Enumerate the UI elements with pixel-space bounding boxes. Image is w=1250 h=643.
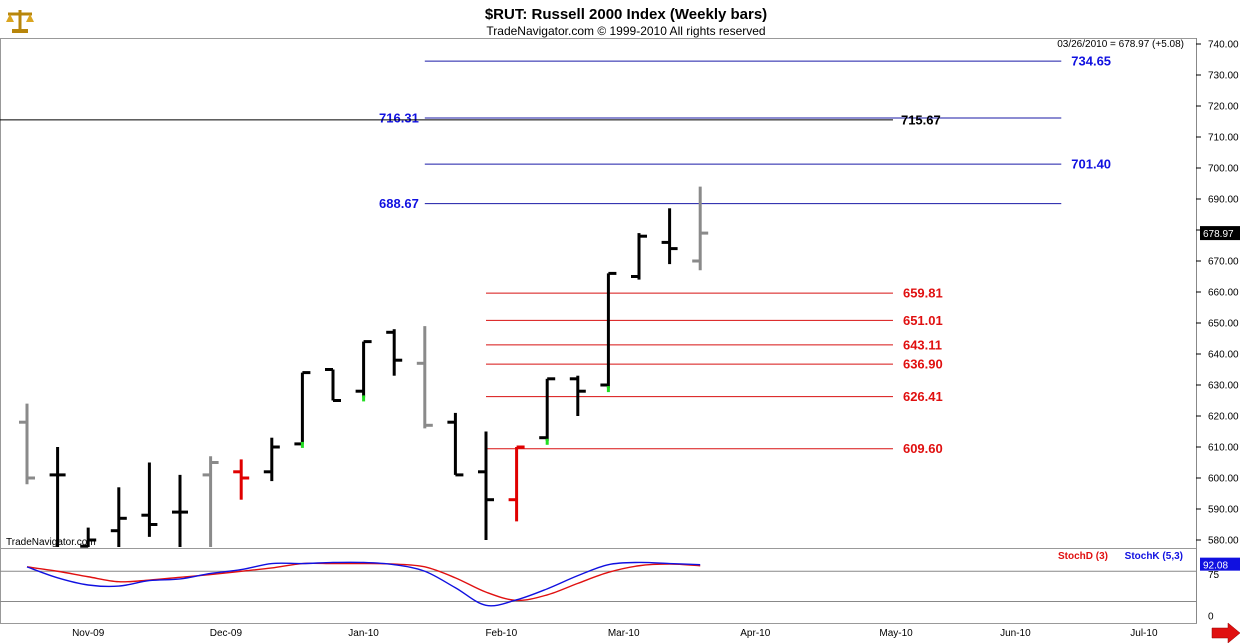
- ohlc-bar: [447, 412, 464, 477]
- last-price-box: [1200, 226, 1240, 241]
- y-tick-label: 640.00: [1208, 350, 1239, 361]
- level-label-626.41: 626.41: [903, 389, 943, 404]
- y-tick-label: 650.00: [1208, 319, 1239, 330]
- chart-title: $RUT: Russell 2000 Index (Weekly bars): [485, 6, 767, 23]
- level-label-643.11: 643.11: [903, 337, 942, 352]
- ohlc-bar: [386, 329, 403, 376]
- stoch-tick-label: 0: [1208, 611, 1214, 622]
- signal-dot: [300, 441, 304, 448]
- stoch-last-label: 92.08: [1203, 561, 1228, 572]
- y-tick-label: 690.00: [1208, 195, 1239, 206]
- ohlc-bar: [110, 487, 127, 547]
- ohlc-bar: [19, 403, 35, 485]
- signal-dot: [606, 386, 610, 393]
- level-label-609.60: 609.60: [903, 441, 943, 456]
- price-bars-layer: [19, 186, 709, 548]
- ohlc-bar: [355, 340, 372, 402]
- ohlc-bar: [294, 371, 311, 448]
- ohlc-bar: [172, 474, 188, 547]
- stoch-tick-label: 75: [1208, 570, 1220, 581]
- ohlc-bar: [80, 527, 97, 548]
- y-tick-label: 710.00: [1208, 133, 1239, 144]
- legend-stochd: StochD (3): [1058, 551, 1108, 562]
- signal-dot: [545, 438, 549, 445]
- trade-navigator-logo-icon: [4, 4, 36, 36]
- y-tick-label: 590.00: [1208, 505, 1239, 516]
- last-price-label: 678.97: [1203, 229, 1234, 240]
- y-tick-label: 580.00: [1208, 536, 1239, 547]
- level-label-701.40: 701.40: [1071, 157, 1111, 172]
- ohlc-bar: [539, 377, 556, 445]
- ohlc-bar: [569, 375, 586, 416]
- scroll-right-arrow-icon[interactable]: [1211, 622, 1241, 643]
- ohlc-bar: [202, 456, 219, 547]
- level-label-716.31: 716.31: [379, 110, 419, 125]
- level-label-651.01: 651.01: [903, 313, 943, 328]
- date-x-axis: Nov-09 Dec-09 Jan-10 Feb-10 Mar-10 Apr-10 May-…: [72, 628, 1158, 639]
- x-month-label: Feb-10: [485, 628, 517, 639]
- level-label-734.65: 734.65: [1071, 54, 1111, 69]
- y-tick-label: 630.00: [1208, 381, 1239, 392]
- y-tick-label: 720.00: [1208, 102, 1239, 113]
- stoch-series-d: [26, 562, 701, 602]
- x-month-label: Jul-10: [1130, 628, 1158, 639]
- watermark-text: TradeNavigator.com: [6, 537, 96, 548]
- ohlc-bar: [661, 208, 678, 265]
- fib-levels-layer: 734.65 716.31 715.67 701.40 688.67 659.81 651.…: [0, 54, 1111, 456]
- ohlc-bar: [233, 459, 250, 500]
- x-month-label: Dec-09: [210, 628, 243, 639]
- ohlc-bar: [325, 368, 341, 402]
- x-month-label: May-10: [879, 628, 913, 639]
- y-tick-label: 700.00: [1208, 164, 1239, 175]
- ohlc-bar: [631, 233, 647, 280]
- x-month-label: Jun-10: [1000, 628, 1031, 639]
- ohlc-bar: [141, 462, 158, 537]
- x-month-label: Mar-10: [608, 628, 640, 639]
- chart-subtitle: TradeNavigator.com © 1999-2010 All right…: [486, 24, 765, 38]
- level-label-715.67: 715.67: [901, 112, 941, 127]
- stoch-series-k: [26, 561, 701, 607]
- ohlc-bar: [508, 445, 525, 522]
- ohlc-bar: [478, 431, 494, 540]
- ohlc-bar: [416, 326, 433, 429]
- y-tick-label: 670.00: [1208, 257, 1239, 268]
- y-tick-label: 740.00: [1208, 40, 1239, 51]
- y-tick-label: 620.00: [1208, 412, 1239, 423]
- legend-stochk: StochK (5,3): [1125, 551, 1183, 562]
- level-label-659.81: 659.81: [903, 286, 943, 301]
- y-tick-label: 660.00: [1208, 288, 1239, 299]
- x-month-label: Nov-09: [72, 628, 105, 639]
- price-y-axis: 580.00 590.00 600.00 610.00 620.00 630.00 640.…: [1196, 40, 1240, 547]
- last-price-info: 03/26/2010 = 678.97 (+5.08): [1057, 39, 1184, 50]
- y-tick-label: 610.00: [1208, 443, 1239, 454]
- x-month-label: Jan-10: [348, 628, 379, 639]
- level-label-688.67: 688.67: [379, 196, 419, 211]
- level-label-636.90: 636.90: [903, 357, 943, 372]
- y-tick-label: 730.00: [1208, 71, 1239, 82]
- ohlc-bar: [692, 186, 709, 271]
- ohlc-bar: [600, 271, 617, 393]
- y-tick-label: 600.00: [1208, 474, 1239, 485]
- stoch-last-box: [1200, 557, 1240, 571]
- ohlc-bar: [49, 447, 66, 547]
- x-month-label: Apr-10: [740, 628, 770, 639]
- signal-dot: [362, 395, 366, 402]
- ohlc-bar: [263, 437, 280, 482]
